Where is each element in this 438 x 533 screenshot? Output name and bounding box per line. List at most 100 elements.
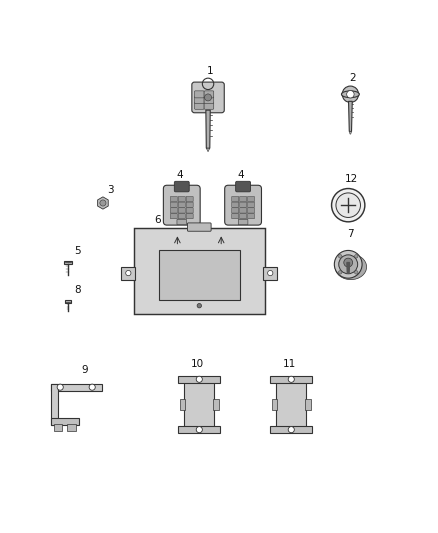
- FancyBboxPatch shape: [194, 96, 204, 103]
- FancyBboxPatch shape: [232, 202, 239, 207]
- FancyBboxPatch shape: [170, 197, 177, 201]
- FancyBboxPatch shape: [174, 181, 189, 192]
- FancyBboxPatch shape: [204, 102, 214, 109]
- FancyBboxPatch shape: [240, 197, 247, 201]
- FancyBboxPatch shape: [180, 399, 185, 410]
- Polygon shape: [206, 110, 210, 148]
- FancyBboxPatch shape: [170, 208, 177, 213]
- FancyBboxPatch shape: [64, 261, 72, 264]
- Circle shape: [196, 376, 202, 382]
- Circle shape: [339, 255, 358, 274]
- FancyBboxPatch shape: [178, 214, 185, 219]
- FancyBboxPatch shape: [179, 426, 220, 433]
- Circle shape: [288, 426, 294, 433]
- FancyBboxPatch shape: [64, 300, 71, 303]
- FancyBboxPatch shape: [194, 91, 204, 98]
- Circle shape: [339, 271, 342, 274]
- Circle shape: [197, 303, 201, 308]
- Circle shape: [100, 200, 106, 206]
- FancyBboxPatch shape: [232, 197, 239, 201]
- FancyBboxPatch shape: [187, 223, 211, 231]
- Text: 7: 7: [347, 229, 354, 239]
- FancyBboxPatch shape: [194, 102, 204, 109]
- Circle shape: [89, 384, 95, 390]
- Circle shape: [354, 271, 358, 274]
- Text: 12: 12: [345, 174, 358, 184]
- Circle shape: [334, 251, 362, 278]
- FancyBboxPatch shape: [51, 384, 102, 391]
- Polygon shape: [347, 263, 350, 273]
- FancyBboxPatch shape: [272, 399, 277, 410]
- Polygon shape: [98, 197, 108, 209]
- Circle shape: [342, 86, 359, 102]
- FancyBboxPatch shape: [236, 181, 251, 192]
- Text: 4: 4: [176, 170, 183, 180]
- FancyBboxPatch shape: [159, 250, 240, 301]
- Polygon shape: [349, 132, 352, 134]
- FancyBboxPatch shape: [240, 208, 247, 213]
- FancyBboxPatch shape: [276, 379, 306, 430]
- Circle shape: [205, 94, 212, 101]
- Circle shape: [339, 255, 342, 258]
- Text: 3: 3: [107, 185, 114, 195]
- Circle shape: [332, 189, 365, 222]
- Circle shape: [347, 91, 354, 98]
- FancyBboxPatch shape: [177, 220, 187, 225]
- Circle shape: [196, 426, 202, 433]
- FancyBboxPatch shape: [240, 202, 247, 207]
- Circle shape: [288, 376, 294, 382]
- Circle shape: [344, 258, 353, 267]
- FancyBboxPatch shape: [238, 220, 248, 225]
- FancyBboxPatch shape: [67, 424, 75, 431]
- Polygon shape: [206, 148, 210, 152]
- FancyBboxPatch shape: [178, 202, 185, 207]
- FancyBboxPatch shape: [121, 266, 135, 280]
- FancyBboxPatch shape: [51, 384, 59, 425]
- FancyBboxPatch shape: [53, 424, 62, 431]
- FancyBboxPatch shape: [247, 208, 254, 213]
- FancyBboxPatch shape: [271, 426, 312, 433]
- FancyBboxPatch shape: [225, 185, 261, 225]
- FancyBboxPatch shape: [232, 214, 239, 219]
- Text: 6: 6: [154, 215, 161, 225]
- Text: 1: 1: [207, 66, 214, 76]
- FancyBboxPatch shape: [51, 418, 79, 425]
- FancyBboxPatch shape: [179, 376, 220, 383]
- FancyBboxPatch shape: [134, 228, 265, 313]
- Text: 9: 9: [81, 365, 88, 375]
- Text: 4: 4: [237, 170, 244, 180]
- FancyBboxPatch shape: [247, 202, 254, 207]
- Text: 10: 10: [191, 359, 204, 369]
- Ellipse shape: [335, 254, 367, 280]
- FancyBboxPatch shape: [184, 379, 214, 430]
- FancyBboxPatch shape: [204, 96, 214, 103]
- FancyBboxPatch shape: [247, 214, 254, 219]
- Circle shape: [126, 270, 131, 276]
- FancyBboxPatch shape: [178, 197, 185, 201]
- FancyBboxPatch shape: [170, 202, 177, 207]
- Circle shape: [354, 255, 358, 258]
- FancyBboxPatch shape: [186, 208, 193, 213]
- Text: 11: 11: [283, 359, 296, 369]
- FancyBboxPatch shape: [186, 202, 193, 207]
- FancyBboxPatch shape: [305, 399, 311, 410]
- FancyBboxPatch shape: [163, 185, 200, 225]
- FancyBboxPatch shape: [186, 214, 193, 219]
- Polygon shape: [349, 101, 352, 132]
- FancyBboxPatch shape: [204, 91, 214, 98]
- FancyBboxPatch shape: [247, 197, 254, 201]
- Circle shape: [336, 193, 360, 217]
- FancyBboxPatch shape: [170, 214, 177, 219]
- FancyBboxPatch shape: [232, 208, 239, 213]
- Ellipse shape: [342, 91, 359, 98]
- FancyBboxPatch shape: [178, 208, 185, 213]
- Circle shape: [57, 384, 63, 390]
- Text: 8: 8: [74, 285, 81, 295]
- Text: 5: 5: [74, 246, 81, 256]
- FancyBboxPatch shape: [186, 197, 193, 201]
- Text: 2: 2: [349, 72, 356, 83]
- FancyBboxPatch shape: [271, 376, 312, 383]
- FancyBboxPatch shape: [213, 399, 219, 410]
- FancyBboxPatch shape: [192, 82, 224, 113]
- FancyBboxPatch shape: [240, 214, 247, 219]
